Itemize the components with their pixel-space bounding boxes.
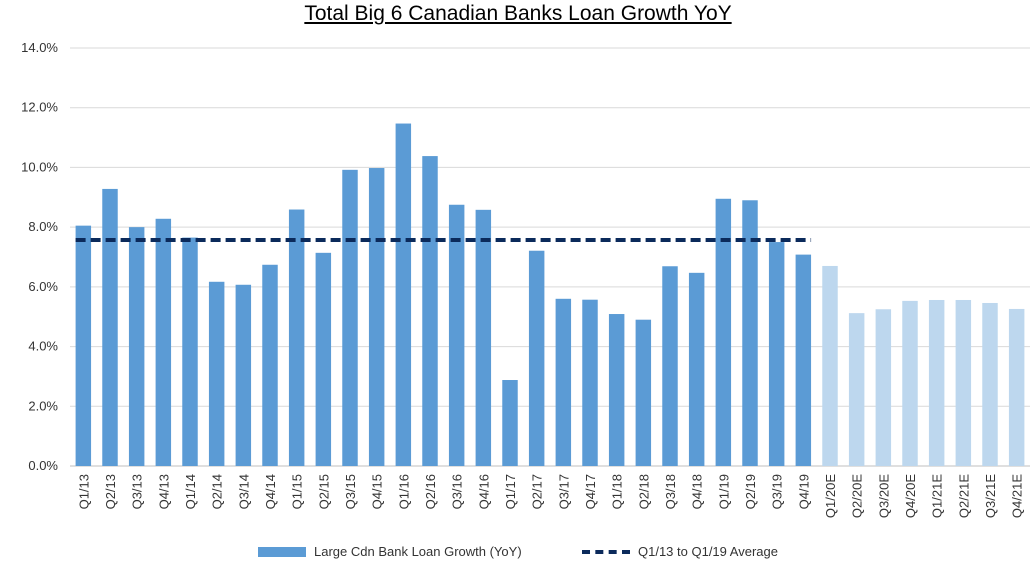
bar [928, 299, 945, 466]
x-tick-label: Q2/20E [850, 474, 865, 518]
bar [1008, 308, 1025, 466]
x-tick-label: Q2/17 [530, 474, 545, 509]
legend-label-bars: Large Cdn Bank Loan Growth (YoY) [314, 544, 522, 559]
x-tick-label: Q4/14 [263, 474, 278, 509]
legend-swatch-average [582, 549, 630, 554]
bar [742, 200, 758, 466]
x-tick-label: Q3/15 [343, 474, 358, 509]
x-tick-label: Q3/16 [450, 474, 465, 509]
x-tick-label: Q2/21E [956, 474, 971, 518]
bar [795, 254, 812, 466]
bar [315, 252, 332, 466]
x-tick-label: Q2/19 [743, 474, 758, 509]
y-tick-label: 2.0% [28, 398, 58, 413]
legend-label-average: Q1/13 to Q1/19 Average [638, 544, 778, 559]
bar [395, 123, 412, 466]
x-tick-label: Q4/19 [796, 474, 811, 509]
y-tick-label: 4.0% [28, 339, 58, 354]
y-tick-label: 0.0% [28, 458, 58, 473]
x-tick-label: Q3/21E [983, 474, 998, 518]
bar [502, 380, 518, 466]
x-tick-label: Q2/18 [636, 474, 651, 509]
bar [822, 265, 838, 466]
bar [635, 319, 652, 466]
bar [662, 266, 678, 466]
bar [342, 169, 358, 466]
x-tick-label: Q3/13 [130, 474, 145, 509]
legend-item-bars: Large Cdn Bank Loan Growth (YoY) [258, 544, 522, 559]
bar [182, 237, 198, 466]
y-tick-label: 10.0% [21, 159, 58, 174]
bar [715, 198, 732, 466]
bar [368, 168, 385, 467]
x-tick-label: Q1/18 [610, 474, 625, 509]
bar [608, 314, 625, 466]
bar [208, 281, 225, 466]
bar [102, 188, 118, 466]
bar [448, 204, 465, 466]
bar [155, 218, 172, 466]
bar [288, 209, 305, 466]
bar [75, 225, 92, 466]
bar [848, 313, 865, 466]
x-tick-label: Q1/21E [930, 474, 945, 518]
chart-title: Total Big 6 Canadian Banks Loan Growth Y… [304, 2, 732, 25]
x-tick-label: Q4/21E [1010, 474, 1025, 518]
x-tick-label: Q4/13 [156, 474, 171, 509]
x-tick-label: Q4/18 [690, 474, 705, 509]
legend: Large Cdn Bank Loan Growth (YoY) Q1/13 t… [0, 544, 1036, 564]
bar [768, 242, 785, 466]
x-tick-label: Q4/20E [903, 474, 918, 518]
bar [982, 302, 998, 466]
x-tick-label: Q1/17 [503, 474, 518, 509]
x-tick-label: Q3/17 [556, 474, 571, 509]
bar [528, 250, 545, 466]
y-tick-label: 6.0% [28, 279, 58, 294]
bar [555, 298, 572, 466]
x-tick-label: Q4/16 [476, 474, 491, 509]
bar [422, 156, 438, 466]
x-tick-label: Q3/18 [663, 474, 678, 509]
x-tick-label: Q3/19 [770, 474, 785, 509]
legend-item-average: Q1/13 to Q1/19 Average [582, 544, 778, 559]
bar-chart: 0.0% 2.0% 4.0% 6.0% 8.0% 10.0% 12.0% 14.0% Q1/13… [21, 40, 1030, 518]
y-tick-label: 8.0% [28, 219, 58, 234]
bar [875, 309, 892, 466]
bar [262, 264, 278, 466]
y-tick-label: 12.0% [21, 100, 58, 115]
x-tick-label: Q1/20E [823, 474, 838, 518]
x-tick-label: Q2/13 [103, 474, 118, 509]
bar [955, 299, 972, 466]
x-tick-label: Q1/14 [183, 474, 198, 509]
x-tick-label: Q1/15 [290, 474, 305, 509]
x-tick-label: Q1/16 [396, 474, 411, 509]
bar [902, 300, 918, 466]
x-tick-label: Q2/14 [210, 474, 225, 509]
x-tick-label: Q2/15 [316, 474, 331, 509]
x-tick-label: Q4/15 [370, 474, 385, 509]
x-tick-label: Q2/16 [423, 474, 438, 509]
x-tick-label: Q1/13 [76, 474, 91, 509]
bar [235, 284, 252, 466]
x-tick-label: Q3/14 [236, 474, 251, 509]
y-tick-label: 14.0% [21, 40, 58, 55]
x-tick-label: Q4/17 [583, 474, 598, 509]
legend-swatch-bars [258, 546, 306, 557]
bar [582, 299, 598, 466]
bar [688, 272, 705, 466]
x-tick-label: Q3/20E [876, 474, 891, 518]
bar [475, 209, 492, 466]
bar [128, 227, 145, 466]
x-tick-label: Q1/19 [716, 474, 731, 509]
